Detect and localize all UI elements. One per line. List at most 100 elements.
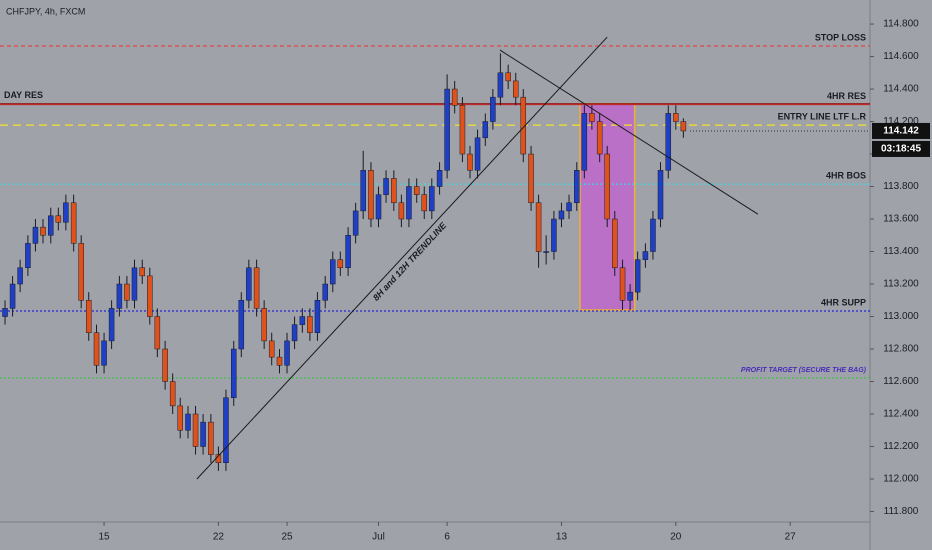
y-tick-label: 112.600 — [883, 376, 919, 387]
candle-body — [406, 186, 412, 220]
candle-body — [268, 340, 275, 358]
y-tick-label: 112.000 — [883, 474, 919, 485]
level-label: 4HR SUPP — [821, 297, 866, 307]
candle-body — [490, 96, 496, 122]
candle-body — [177, 405, 183, 431]
candle-body — [482, 121, 489, 139]
candle-body — [139, 267, 146, 277]
candle-body — [436, 170, 443, 187]
candle-body — [147, 275, 153, 317]
candle-body — [634, 259, 641, 293]
candle-body — [413, 186, 420, 195]
candle-body — [93, 332, 100, 366]
candle-body — [314, 300, 321, 334]
candle-body — [116, 283, 123, 309]
candle-body — [512, 80, 519, 98]
chart-title: CHFJPY, 4h, FXCM — [6, 6, 85, 16]
candle-body — [451, 88, 458, 106]
candle-body — [505, 72, 511, 82]
level-label: DAY RES — [4, 90, 43, 100]
candle-body — [673, 113, 679, 122]
candle-body — [230, 348, 237, 399]
candle-body — [63, 202, 69, 223]
candle-body — [162, 348, 168, 382]
x-tick-label: Jul — [372, 532, 385, 543]
y-tick-label: 114.400 — [883, 84, 919, 95]
x-tick-label: 6 — [444, 532, 450, 543]
candle-body — [657, 170, 664, 220]
y-tick-label: 113.600 — [883, 214, 919, 225]
candle-body — [284, 340, 290, 366]
candle-body — [581, 113, 588, 171]
candle-body — [101, 340, 107, 366]
candle-body — [2, 308, 8, 317]
candle-body — [680, 121, 687, 132]
candle-body — [108, 308, 115, 342]
candle-body — [497, 72, 504, 98]
candle-body — [9, 283, 16, 309]
candle-body — [596, 121, 603, 155]
candle-body — [368, 170, 374, 220]
candle-body — [307, 316, 313, 334]
candle-body — [246, 267, 252, 301]
y-tick-label: 113.800 — [883, 181, 919, 192]
candle-body — [459, 105, 466, 155]
level-label: STOP LOSS — [815, 32, 866, 42]
candle-body — [78, 243, 84, 301]
candle-body — [375, 194, 382, 220]
x-tick-label: 20 — [670, 532, 682, 543]
candle-body — [398, 202, 405, 220]
candle-body — [421, 194, 428, 212]
candle-body — [551, 218, 557, 252]
x-tick-label: 22 — [213, 532, 225, 543]
y-tick-label: 113.000 — [883, 311, 919, 322]
candle-body — [185, 413, 191, 431]
candle-body — [383, 178, 389, 195]
candle-body — [360, 170, 366, 212]
y-tick-label: 112.400 — [883, 409, 919, 420]
candle-body — [429, 186, 435, 212]
candle-body — [528, 153, 534, 204]
candle-body — [154, 316, 161, 350]
candle-body — [619, 267, 626, 301]
candle-body — [322, 283, 328, 301]
candle-body — [574, 170, 580, 204]
candle-body — [345, 235, 351, 269]
candle-body — [223, 397, 229, 463]
candle-body — [467, 153, 473, 171]
candle-body — [131, 267, 138, 301]
candle-body — [330, 259, 336, 285]
candle-body — [40, 226, 46, 236]
trendline — [499, 49, 759, 215]
candle-body — [124, 283, 130, 301]
candle-body — [261, 308, 267, 342]
candle-body — [535, 202, 542, 252]
candle-body — [238, 300, 245, 350]
candle-body — [70, 202, 77, 244]
candle-body — [520, 96, 527, 155]
y-tick-label: 114.600 — [883, 51, 919, 62]
countdown-tag — [872, 140, 930, 157]
candle-body — [48, 215, 54, 236]
candle-body — [612, 218, 618, 269]
candle-body — [200, 421, 206, 447]
candle-body — [589, 113, 595, 122]
candle-body — [253, 267, 260, 309]
candle-body — [337, 259, 344, 269]
candle-body — [627, 291, 633, 301]
y-tick-label: 111.800 — [884, 506, 919, 517]
candle-body — [650, 218, 656, 252]
candle-body — [169, 381, 176, 407]
y-tick-label: 112.800 — [883, 344, 919, 355]
candle-body — [276, 356, 283, 366]
x-tick-label: 15 — [98, 532, 110, 543]
y-tick-label: 114.800 — [883, 19, 919, 30]
candle-body — [17, 267, 23, 285]
candle-body — [543, 251, 549, 253]
x-tick-label: 27 — [785, 532, 797, 543]
last-price-label: 114.142 — [883, 126, 919, 137]
candle-body — [474, 137, 481, 171]
candle-body — [208, 421, 214, 455]
